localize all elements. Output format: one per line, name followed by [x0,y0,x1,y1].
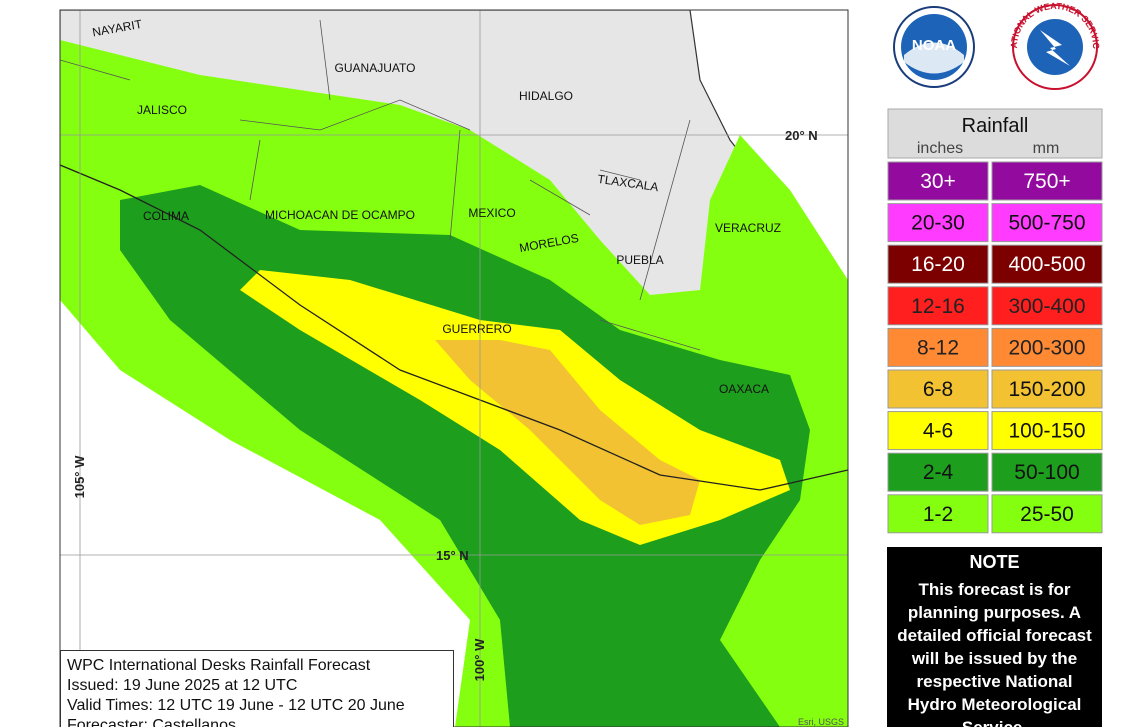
info-line: Forecaster: Castellanos [67,717,236,727]
state-label: MEXICO [468,206,515,220]
legend-swatch [991,244,1103,284]
legend-swatch [887,161,989,201]
map: NAYARIT JALISCO GUANAJUATO HIDALGO TLAXC… [60,10,848,727]
legend-swatch [887,494,989,534]
logo-text: NOAA [912,37,956,54]
legend-swatch [887,203,989,243]
legend-mm: 50-100 [1014,461,1079,484]
legend-header [887,108,1103,159]
grid-label: 105° W [72,455,87,499]
info-line: Issued: 19 June 2025 at 12 UTC [67,677,298,694]
legend-swatch [991,452,1103,492]
legend-swatch [991,286,1103,326]
map-credit: Esri, USGS [798,717,844,727]
graticule [60,10,848,727]
state-label: COLIMA [143,209,189,223]
legend-inches: 2-4 [923,461,954,484]
legend-inches: 8-12 [917,336,959,359]
legend-unit: inches [917,140,963,157]
grid-label: 20° N [785,128,818,143]
legend-inches: 4-6 [923,420,953,443]
legend-swatch [991,494,1103,534]
legend-swatch [887,327,989,367]
rain-area-6-8 [435,340,700,525]
legend-mm: 750+ [1023,170,1070,193]
coastline [60,164,848,491]
grid-label: 15° N [436,548,469,563]
state-label: OAXACA [719,382,769,396]
state-label: PUEBLA [616,253,663,267]
legend-inches: 12-16 [911,295,965,318]
state-label: GUANAJUATO [335,61,416,75]
legend-inches: 16-20 [911,253,965,276]
legend: Rainfall inches mm 30+ 750+ 20-30 500-750 16… [887,108,1103,534]
state-borders [60,19,701,351]
state-label: GUERRERO [442,322,511,336]
state-label: VERACRUZ [715,221,781,235]
state-label: HIDALGO [519,89,573,103]
legend-swatch [991,327,1103,367]
legend-swatch [991,203,1103,243]
note-title: NOTE [969,552,1020,572]
state-label: JALISCO [137,103,187,117]
legend-inches: 30+ [920,170,956,193]
map-frame [59,9,849,727]
legend-swatch [991,369,1103,409]
legend-swatch [887,369,989,409]
noaa-logo: NOAA [893,6,975,88]
info-line: WPC International Desks Rainfall Forecas… [67,657,371,674]
legend-inches: 6-8 [923,378,953,401]
legend-swatch [991,161,1103,201]
legend-inches: 1-2 [923,503,953,526]
legend-mm: 25-50 [1020,503,1074,526]
grid-label: 100° W [472,638,487,682]
legend-title: Rainfall [962,115,1029,137]
legend-swatch [887,452,989,492]
note-text: This forecast is for planning purposes. … [897,580,1092,727]
legend-mm: 100-150 [1008,420,1085,443]
legend-swatch [887,411,989,451]
legend-unit: mm [1033,140,1060,157]
info-line: Valid Times: 12 UTC 19 June - 12 UTC 20 … [67,697,405,714]
note-box: NOTE This forecast is for planning purpo… [887,547,1102,727]
state-label: MICHOACAN DE OCAMPO [265,208,415,222]
legend-mm: 200-300 [1008,336,1085,359]
legend-mm: 300-400 [1008,295,1085,318]
info-box: WPC International Desks Rainfall Forecas… [60,650,454,727]
legend-swatch [991,411,1103,451]
legend-mm: 400-500 [1008,253,1085,276]
legend-mm: 500-750 [1008,212,1085,235]
legend-inches: 20-30 [911,212,965,235]
legend-mm: 150-200 [1008,378,1085,401]
legend-swatch [887,286,989,326]
legend-swatch [887,244,989,284]
